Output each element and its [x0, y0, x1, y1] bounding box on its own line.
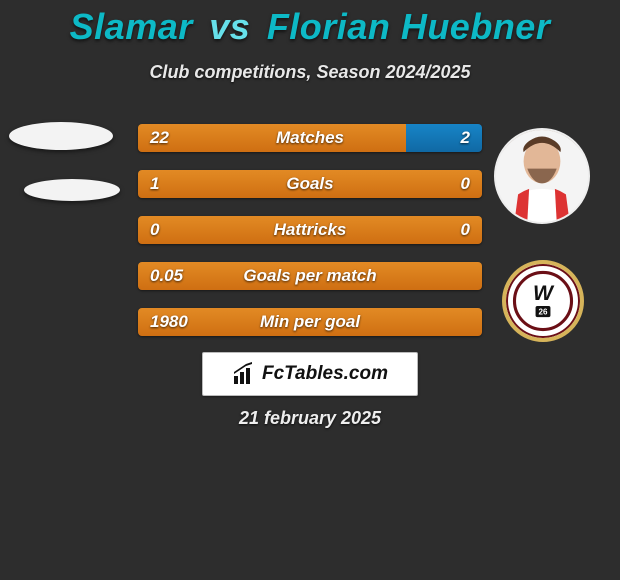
date-text: 21 february 2025	[0, 408, 620, 429]
stat-row: 22 Matches 2	[138, 124, 482, 152]
brand-link[interactable]: FcTables.com	[202, 352, 418, 396]
brand-text: FcTables.com	[262, 363, 388, 385]
stat-value-right: 0	[461, 170, 470, 198]
badge-subtext: 26	[539, 308, 548, 317]
stat-row: 1 Goals 0	[138, 170, 482, 198]
subtitle: Club competitions, Season 2024/2025	[0, 62, 620, 83]
stats-table: 22 Matches 2 1 Goals 0 0 Hattricks 0 0.0…	[138, 124, 482, 354]
stat-label: Goals	[138, 170, 482, 198]
stat-label: Goals per match	[138, 262, 482, 290]
stat-label: Min per goal	[138, 308, 482, 336]
stat-row: 0.05 Goals per match	[138, 262, 482, 290]
player1-name: Slamar	[70, 6, 193, 47]
stat-label: Hattricks	[138, 216, 482, 244]
comparison-card: Slamar vs Florian Huebner Club competiti…	[0, 0, 620, 580]
stat-label: Matches	[138, 124, 482, 152]
player2-club-badge: W 26	[502, 260, 584, 342]
stat-value-right: 0	[461, 216, 470, 244]
player1-club-placeholder	[24, 179, 120, 201]
player2-name: Florian Huebner	[267, 6, 551, 47]
player2-avatar	[494, 128, 590, 224]
badge-letter: W	[533, 282, 555, 305]
player1-avatar-placeholder	[9, 122, 113, 150]
stat-row: 0 Hattricks 0	[138, 216, 482, 244]
stat-value-right: 2	[461, 124, 470, 152]
page-title: Slamar vs Florian Huebner	[0, 0, 620, 48]
stat-row: 1980 Min per goal	[138, 308, 482, 336]
chart-icon	[232, 362, 256, 386]
vs-text: vs	[209, 6, 250, 47]
